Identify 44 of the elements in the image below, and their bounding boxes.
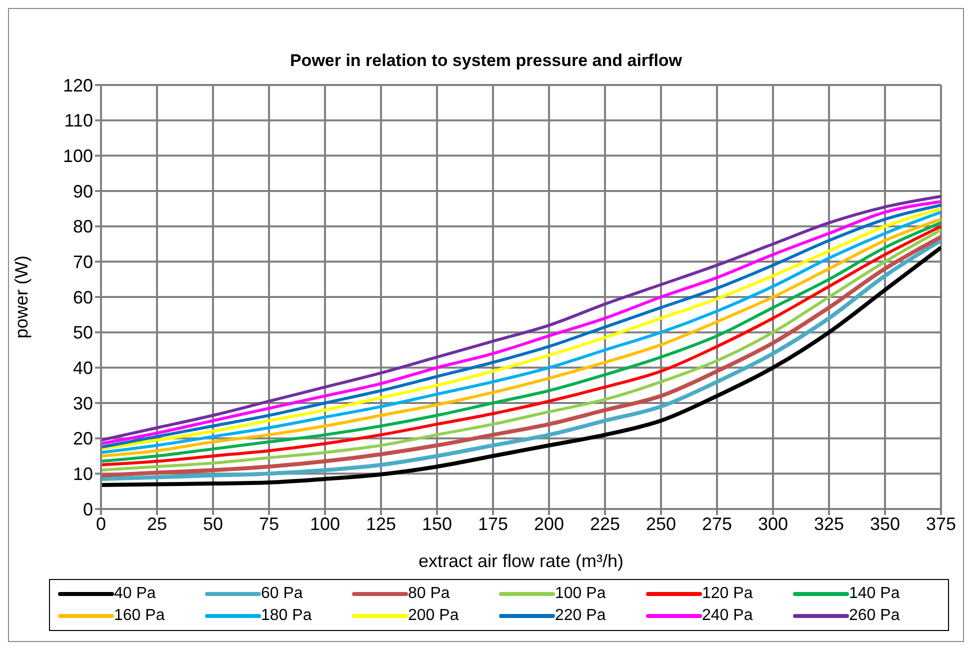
x-tick-label: 375 — [926, 514, 956, 534]
x-tick-label: 225 — [590, 514, 620, 534]
y-tick-label: 20 — [72, 428, 93, 449]
legend-label: 240 Pa — [702, 607, 753, 625]
y-tick-label: 40 — [72, 358, 93, 378]
y-tick-label: 60 — [72, 287, 93, 308]
x-tick-label: 200 — [534, 514, 564, 534]
x-tick-label: 25 — [146, 514, 168, 534]
x-tick-label: 300 — [758, 514, 788, 534]
x-tick-label: 275 — [702, 514, 732, 534]
y-tick-label: 10 — [72, 464, 93, 484]
x-tick-label: 325 — [814, 514, 844, 534]
legend-label: 180 Pa — [261, 607, 312, 625]
x-tick-label: 75 — [258, 514, 280, 534]
x-tick-label: 0 — [96, 514, 106, 534]
legend-label: 160 Pa — [114, 607, 165, 625]
x-axis-title: extract air flow rate (m³/h) — [418, 551, 624, 571]
y-tick-label: 110 — [64, 110, 93, 131]
y-tick-label: 120 — [62, 75, 93, 96]
x-tick-label: 100 — [310, 514, 340, 534]
y-tick-label: 100 — [62, 146, 93, 166]
legend-label: 120 Pa — [702, 585, 753, 603]
x-tick-label: 125 — [366, 514, 396, 534]
x-tick-label: 150 — [422, 514, 452, 534]
y-axis-title: power (W) — [11, 255, 32, 339]
chart-title: Power in relation to system pressure and airflow — [288, 51, 684, 71]
legend-label: 200 Pa — [408, 607, 459, 625]
legend-label: 80 Pa — [408, 585, 450, 603]
y-tick-label: 0 — [82, 499, 93, 520]
y-tick-label: 70 — [72, 252, 93, 272]
x-tick-label: 350 — [870, 514, 900, 534]
x-tick-label: 175 — [478, 514, 508, 534]
y-tick-label: 80 — [72, 216, 93, 237]
y-tick-label: 90 — [72, 181, 93, 202]
legend-label: 60 Pa — [261, 585, 303, 603]
legend-label: 260 Pa — [849, 607, 900, 625]
legend-label: 140 Pa — [849, 585, 900, 603]
y-tick-label: 30 — [72, 393, 93, 414]
legend-label: 40 Pa — [114, 585, 156, 603]
y-tick-label: 50 — [72, 322, 93, 343]
x-tick-label: 250 — [646, 514, 676, 534]
legend-label: 220 Pa — [555, 607, 606, 625]
legend-label: 100 Pa — [555, 585, 606, 603]
x-tick-label: 50 — [202, 514, 224, 534]
